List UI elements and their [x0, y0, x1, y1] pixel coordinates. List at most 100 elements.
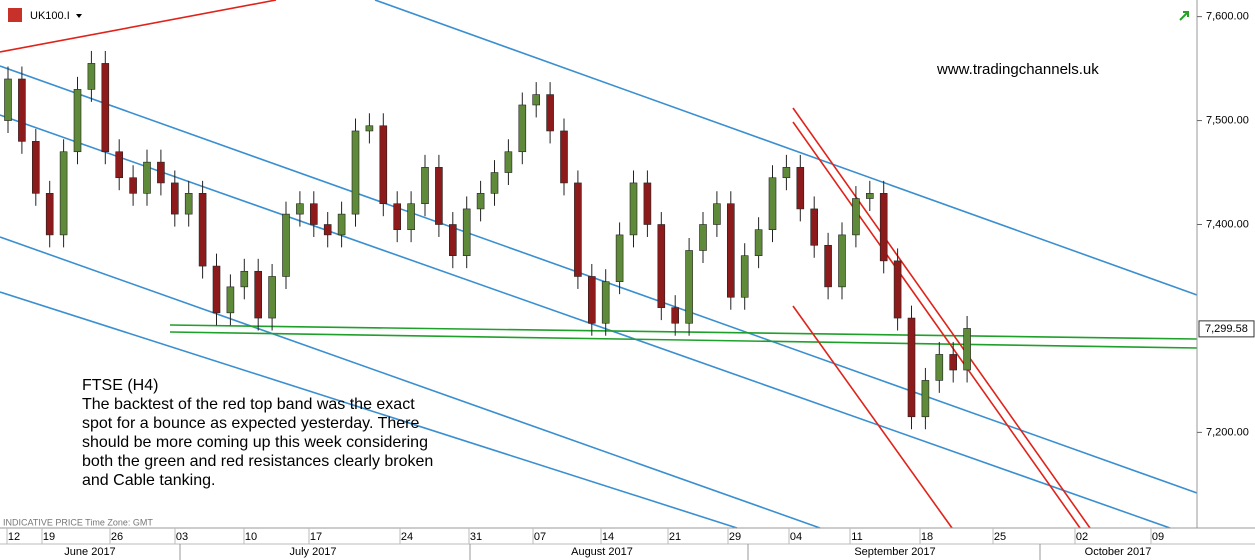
candle-body	[852, 198, 860, 236]
candle-body	[240, 270, 249, 288]
x-tick-label: 25	[994, 531, 1006, 543]
x-tick-label: 24	[401, 531, 413, 543]
candle-body	[532, 94, 541, 106]
blue-channel-line	[0, 236, 821, 529]
candle-body	[963, 328, 971, 371]
candle-body	[838, 234, 846, 288]
x-tick-label: 29	[729, 531, 741, 543]
candle-body	[212, 265, 221, 314]
candle-body	[421, 167, 429, 205]
red-channel-line	[792, 121, 1081, 529]
candle-body	[59, 151, 68, 236]
candle-body	[893, 260, 902, 319]
red-trendline	[0, 0, 277, 53]
candle-body	[935, 354, 944, 381]
footer-note: INDICATIVE PRICE Time Zone: GMT	[3, 517, 153, 527]
candle-body	[379, 125, 388, 205]
candle-body	[879, 193, 888, 262]
candle-body	[782, 167, 791, 179]
annotation-line: and Cable tanking.	[82, 472, 215, 489]
candle-body	[699, 224, 707, 251]
candle-body	[574, 182, 582, 277]
red-channel-line	[792, 305, 953, 529]
y-tick-label: 7,600.00	[1206, 11, 1249, 23]
candle-body	[629, 182, 638, 236]
candle-body	[907, 317, 916, 418]
candle-body	[282, 213, 290, 277]
candle-body	[490, 172, 499, 194]
candle-body	[518, 104, 527, 153]
candle-body	[296, 203, 304, 215]
x-tick-label: 19	[43, 531, 55, 543]
annotation-line: spot for a bounce as expected yesterday.…	[82, 415, 419, 432]
candle-body	[671, 307, 680, 324]
x-tick-label: 02	[1076, 531, 1088, 543]
current-price-label: 7,299.58	[1205, 323, 1248, 335]
candle-body	[713, 203, 721, 225]
x-tick-label: 21	[669, 531, 681, 543]
month-label: October 2017	[1085, 546, 1152, 558]
x-tick-label: 12	[8, 531, 20, 543]
symbol: UK100.I	[30, 10, 70, 22]
candle-body	[407, 203, 415, 231]
candle-body	[685, 250, 693, 324]
candle-body	[824, 244, 832, 288]
red-channel-line	[792, 107, 1091, 529]
blue-channel-line	[374, 0, 1198, 296]
x-tick-label: 17	[310, 531, 322, 543]
candle-body	[198, 193, 207, 267]
x-tick-label: 10	[245, 531, 257, 543]
candle-body	[921, 380, 930, 418]
candle-body	[184, 193, 193, 215]
candle-body	[504, 151, 513, 173]
x-tick-label: 26	[111, 531, 123, 543]
annotation-line: both the green and red resistances clear…	[82, 453, 433, 470]
candle-body	[865, 193, 874, 199]
candle-body	[45, 193, 54, 236]
annotation-line: FTSE (H4)	[82, 377, 158, 394]
month-label: August 2017	[571, 546, 633, 558]
candle-body	[949, 354, 958, 371]
candle-body	[365, 125, 374, 132]
current-price-box	[1198, 320, 1255, 338]
y-tick-label: 7,500.00	[1206, 114, 1249, 126]
candle-body	[754, 229, 763, 256]
candle-body	[796, 167, 805, 210]
y-tick-label: 7,400.00	[1206, 218, 1249, 230]
blue-channel-line	[0, 114, 1171, 529]
candle-body	[393, 203, 402, 231]
candle-body	[643, 182, 652, 225]
month-label: June 2017	[64, 546, 115, 558]
candle-body	[726, 203, 735, 298]
candle-body	[101, 63, 110, 153]
blue-channel-line	[0, 65, 1198, 494]
green-line	[169, 324, 1198, 340]
candle-body	[309, 203, 318, 225]
candle-body	[337, 213, 346, 236]
candle-body	[171, 182, 179, 215]
candle-body	[4, 78, 12, 121]
candle-body	[587, 276, 596, 324]
candle-body	[323, 224, 332, 236]
blue-channel-line	[0, 291, 738, 529]
month-label: July 2017	[289, 546, 336, 558]
trend-icon[interactable]	[1179, 11, 1189, 21]
annotation-line: should be more coming up this week consi…	[82, 434, 428, 451]
x-tick-label: 18	[921, 531, 933, 543]
watermark: www.tradingchannels.uk	[936, 61, 1099, 78]
dropdown-arrow[interactable]	[76, 14, 82, 18]
y-tick-label: 7,200.00	[1206, 426, 1249, 438]
candle-body	[31, 141, 40, 194]
candle-body	[476, 193, 485, 210]
candle-body	[254, 270, 262, 319]
x-tick-label: 09	[1152, 531, 1164, 543]
x-tick-label: 04	[790, 531, 802, 543]
candle-body	[560, 130, 568, 184]
candle-body	[740, 255, 749, 298]
candle-body	[351, 130, 360, 215]
candle-body	[115, 151, 123, 179]
candle-body	[268, 276, 276, 319]
green-line	[169, 331, 1198, 349]
candle-body	[768, 177, 777, 231]
